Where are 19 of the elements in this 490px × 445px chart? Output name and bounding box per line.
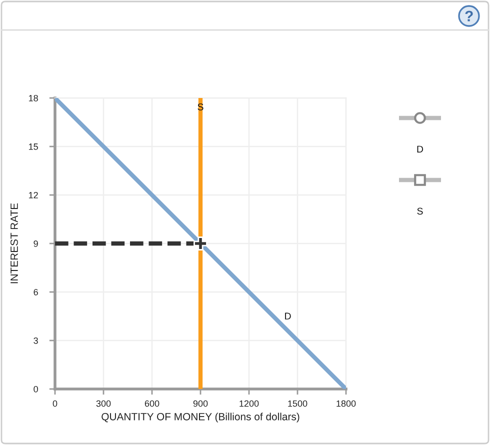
text: D bbox=[417, 146, 424, 153]
x-tick-label: 300 bbox=[96, 400, 111, 407]
y-tick-label: 3 bbox=[34, 337, 38, 344]
text: S bbox=[417, 208, 423, 215]
y-axis-title: INTEREST RATE bbox=[10, 203, 18, 284]
y-tick-label: 6 bbox=[34, 288, 38, 296]
x-tick-label: 1200 bbox=[240, 400, 259, 407]
y-tick-label: 12 bbox=[28, 192, 38, 198]
y-tick-label: 0 bbox=[34, 386, 38, 392]
x-tick-label: 1500 bbox=[288, 400, 308, 407]
y-tick-label: 9 bbox=[34, 240, 38, 247]
x-tick-label: 0 bbox=[52, 400, 58, 407]
y-tick-label: 15 bbox=[28, 144, 38, 150]
series-label: D bbox=[285, 312, 291, 320]
x-tick-label: 600 bbox=[144, 400, 160, 407]
x-tick-label: 1800 bbox=[336, 400, 356, 407]
x-axis-title: QUANTITY OF MONEY (Billions of dollars) bbox=[102, 412, 300, 422]
x-tick-label: 900 bbox=[193, 400, 208, 407]
y-tick-label: 18 bbox=[28, 94, 38, 102]
